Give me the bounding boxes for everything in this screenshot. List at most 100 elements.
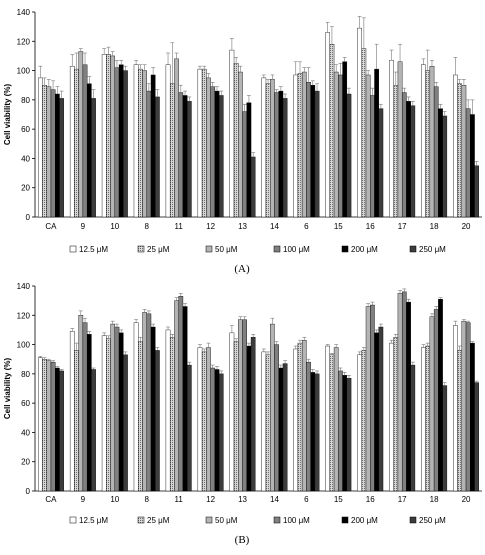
legend-label: 200 μM [351,516,378,525]
x-tick-label: 12 [206,495,215,504]
bar [178,92,184,218]
bar [293,74,299,218]
bar [118,332,124,492]
legend-swatch [273,516,281,524]
x-tick-label: 18 [430,222,439,231]
bar [74,68,79,218]
legend-swatch [409,516,417,524]
x-tick-label: 10 [110,222,119,231]
bar [55,367,60,492]
bar [301,71,307,218]
bar [214,369,220,492]
x-tick-label: CA [45,222,57,231]
bar [265,83,271,218]
bar [410,105,416,218]
bar [429,316,435,492]
bar [393,85,399,218]
bar [238,319,243,492]
bar [301,339,307,492]
bar [155,96,160,218]
legend-label: 25 μM [147,245,170,254]
bar [278,90,284,218]
legend-label: 100 μM [283,245,310,254]
bar [138,68,143,218]
bar [401,291,407,492]
bar [346,93,352,218]
legend-label: 100 μM [283,516,310,525]
bar [270,79,275,218]
bar [229,49,235,218]
bar [357,354,362,492]
bar [461,85,467,218]
bar [361,48,367,218]
bar [293,348,299,492]
bar [310,85,316,218]
y-tick-label: 140 [17,8,31,17]
x-tick-label: 20 [462,495,471,504]
y-tick-label: 60 [21,125,30,134]
legend-swatch [273,245,281,253]
x-tick-label: 18 [430,495,439,504]
bar [374,332,379,492]
bar [342,375,348,492]
bar [165,64,171,218]
bar [69,331,75,492]
bar [365,306,371,492]
bar [370,304,375,492]
bar [333,347,339,492]
bar [346,378,352,492]
bar [438,298,443,492]
legend-swatch [205,516,213,524]
y-tick-label: 20 [21,458,30,467]
bar [453,325,458,492]
bar [250,156,256,218]
bar [314,90,320,218]
bar [357,27,362,218]
bar [250,337,256,492]
bar [114,326,120,492]
legend-swatch [205,245,213,253]
bar [442,385,448,492]
bar [55,93,60,218]
bar [86,83,92,218]
bar [457,83,462,218]
bar [314,373,320,492]
y-tick-label: 100 [17,341,31,350]
bar [261,77,267,218]
bar [410,364,416,492]
bar [465,322,471,492]
x-tick-label: 15 [334,222,343,231]
bar [178,296,184,492]
bar [206,347,211,492]
legend-label: 50 μM [215,245,238,254]
bar [406,101,411,218]
bar [169,337,175,492]
bar [42,85,47,218]
bar [174,300,179,492]
bar [338,370,343,492]
bar [393,337,399,492]
bar [401,92,407,218]
bar [242,111,247,218]
bar [186,101,192,218]
bar [82,64,88,218]
y-tick-label: 100 [17,67,31,76]
bar [78,315,84,492]
bar [342,61,348,218]
x-tick-label: 13 [238,495,247,504]
bar [86,334,92,492]
bar [274,344,279,492]
bar [282,98,288,218]
bar [310,372,316,492]
bar [433,309,439,492]
bar [306,82,311,218]
bar [91,98,96,218]
bar [429,65,435,218]
legend-swatch [341,516,349,524]
legend-swatch [69,245,77,253]
bar [146,90,152,218]
bar [361,350,367,492]
bar [325,32,331,218]
bar [474,382,480,492]
